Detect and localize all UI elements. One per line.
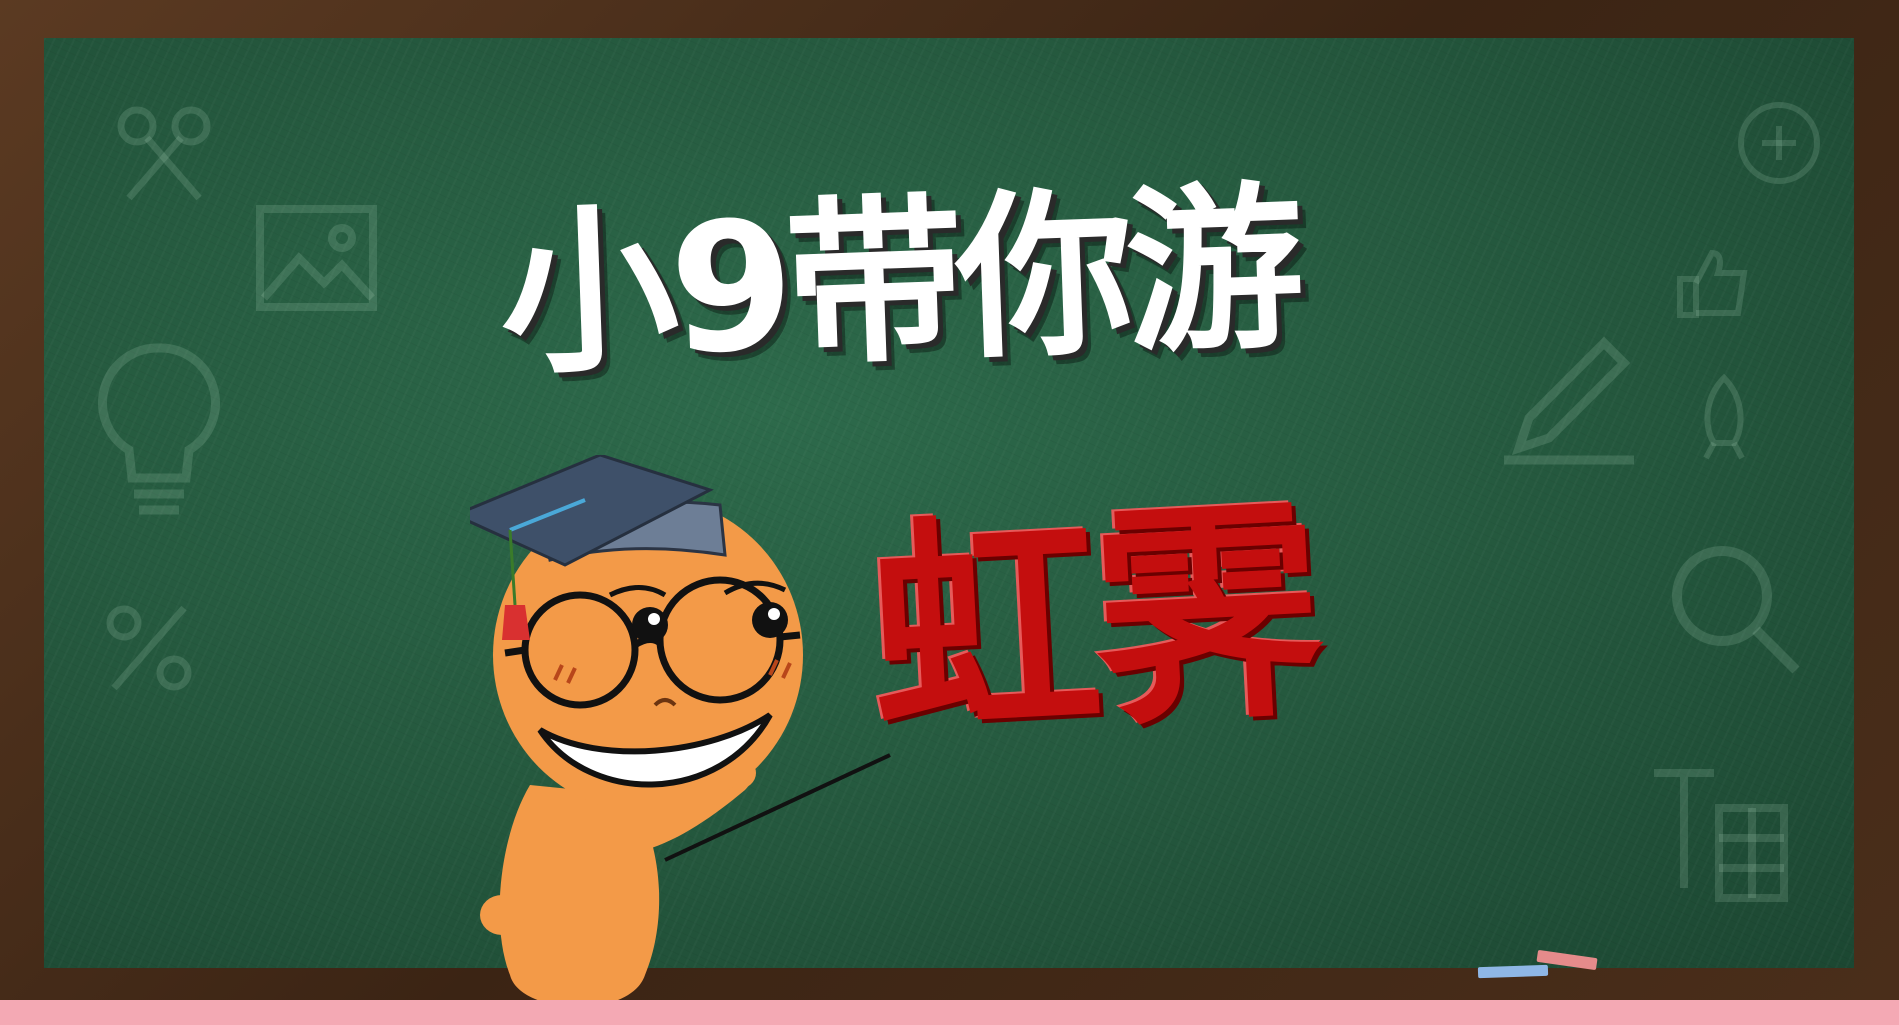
mascot-body (499, 785, 660, 1007)
rocket-icon (1703, 373, 1745, 460)
floor-strip (0, 1000, 1899, 1025)
chalkboard (44, 38, 1854, 968)
text-icon (1654, 769, 1788, 902)
pencil-icon (1504, 336, 1634, 465)
mascot-teacher (470, 455, 891, 1007)
scissors-icon (117, 106, 211, 201)
page-title: 小9带你游 (496, 164, 1300, 400)
magnifier-icon (1672, 546, 1800, 674)
place-name: 虹霁 (863, 476, 1325, 770)
thumbs-up-icon (1677, 249, 1748, 318)
graduation-cap-icon (470, 455, 727, 640)
lightbulb-icon (98, 343, 220, 515)
image-icon (256, 205, 377, 311)
pointer-stick (664, 753, 891, 862)
smile (537, 712, 773, 788)
percent-icon (106, 605, 192, 691)
target-icon (1738, 102, 1820, 184)
board-texture (44, 38, 1854, 968)
